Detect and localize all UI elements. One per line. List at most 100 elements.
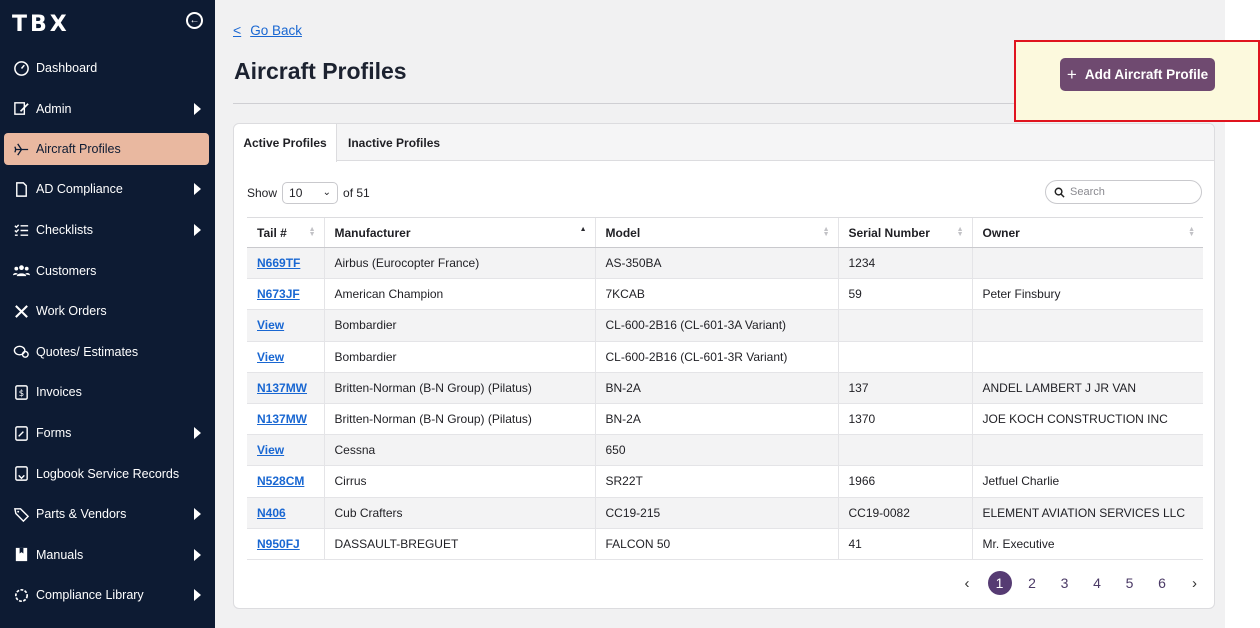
table-cell: BN-2A xyxy=(594,403,838,436)
sidebar-item-label: Work Orders xyxy=(36,304,107,319)
column-header-model[interactable]: Model ▲ ▼ xyxy=(594,217,838,248)
sidebar-item-compliance-library[interactable]: Compliance Library xyxy=(0,575,215,616)
table-cell: 1370 xyxy=(837,403,972,436)
table-row: N137MW Britten-Norman (B-N Group) (Pilatu… xyxy=(247,403,1203,436)
prev-page-button[interactable]: ‹ xyxy=(964,574,970,592)
sidebar-item-logbook-service-records[interactable]: Logbook Service Records xyxy=(0,453,215,494)
page-size-select[interactable]: 10 ⌄ xyxy=(282,182,339,204)
column-label: Manufacturer xyxy=(334,225,411,240)
table-cell: BN-2A xyxy=(594,372,838,404)
sidebar-item-label: Checklists xyxy=(36,223,93,238)
column-header-owner[interactable]: Owner ▲ ▼ xyxy=(971,217,1203,248)
table-cell xyxy=(837,434,972,467)
column-label: Tail # xyxy=(257,225,287,240)
table-row: View Bombardier CL-600-2B16 (CL-601-3R Var… xyxy=(247,341,1203,373)
manual-icon xyxy=(12,546,30,564)
search-input[interactable]: Search xyxy=(1045,180,1202,204)
tail-number-link[interactable]: N673JF xyxy=(257,287,300,302)
table-cell: CC19-215 xyxy=(594,497,838,529)
tail-number-link[interactable]: N137MW xyxy=(257,380,308,395)
tail-number-link[interactable]: N528CM xyxy=(257,474,305,489)
plus-icon: + xyxy=(1066,64,1077,84)
page-1-button[interactable]: 1 xyxy=(987,571,1012,595)
sidebar-item-customers[interactable]: Customers xyxy=(0,250,215,291)
sidebar-item-checklists[interactable]: Checklists xyxy=(0,210,215,251)
page-3-button[interactable]: 3 xyxy=(1060,575,1069,591)
invoice-icon: $ xyxy=(12,383,30,401)
table-cell: DASSAULT-BREGUET xyxy=(323,528,595,560)
tail-number-link[interactable]: N406 xyxy=(257,505,286,520)
table-row: View Cessna 650 xyxy=(247,434,1203,467)
table-cell: Cub Crafters xyxy=(323,497,595,529)
column-header-tail[interactable]: Tail # ▲ ▼ xyxy=(247,217,324,248)
page-4-button[interactable]: 4 xyxy=(1093,575,1101,591)
page-6-button[interactable]: 6 xyxy=(1158,575,1166,591)
tail-number-link[interactable]: N137MW xyxy=(257,412,308,427)
sidebar-item-manuals[interactable]: Manuals xyxy=(0,535,215,576)
caret-right-icon xyxy=(194,589,201,602)
column-label: Owner xyxy=(982,225,1020,240)
page-5-button[interactable]: 5 xyxy=(1125,575,1134,591)
table-cell: 41 xyxy=(837,528,972,560)
tag-icon xyxy=(12,505,30,523)
go-back-link[interactable]: < Go Back xyxy=(233,22,302,38)
sidebar-item-ad-compliance[interactable]: AD Compliance xyxy=(0,169,215,210)
next-page-button[interactable]: › xyxy=(1192,574,1197,592)
tools-icon xyxy=(12,302,30,320)
tail-number-link[interactable]: N669TF xyxy=(257,256,301,271)
collapse-sidebar-button[interactable]: ← xyxy=(186,12,203,29)
sidebar-item-label: Dashboard xyxy=(36,61,98,76)
arrow-left-icon: ← xyxy=(189,14,200,26)
sidebar-item-work-orders[interactable]: Work Orders xyxy=(0,291,215,332)
table-header-row: Tail # ▲ ▼ Manufacturer ▲ ▼ Model ▲ ▼ Serial N… xyxy=(247,217,1203,248)
table-cell: Mr. Executive xyxy=(971,528,1203,560)
table-cell: Cessna xyxy=(323,434,595,467)
table-cell: 7KCAB xyxy=(594,278,838,311)
pagination: ‹ 1 2 3 4 5 6 › xyxy=(955,571,1215,595)
table-cell: American Champion xyxy=(323,278,595,311)
view-link[interactable]: View xyxy=(257,443,285,458)
table-cell: 1966 xyxy=(837,465,972,498)
table-cell: 137 xyxy=(837,372,972,404)
sidebar-item-label: Aircraft Profiles xyxy=(36,142,121,157)
table-cell xyxy=(837,341,972,373)
sidebar-item-dashboard[interactable]: Dashboard xyxy=(0,48,215,89)
table-cell: Bombardier xyxy=(323,309,595,342)
table-row: N137MW Britten-Norman (B-N Group) (Pilatu… xyxy=(247,372,1203,404)
sidebar-item-label: Parts & Vendors xyxy=(36,507,127,522)
view-link[interactable]: View xyxy=(257,349,285,364)
sidebar-item-aircraft-profiles[interactable]: Aircraft Profiles xyxy=(4,133,209,166)
table-cell: N137MW xyxy=(247,403,324,436)
logbook-icon xyxy=(12,465,30,483)
tail-number-link[interactable]: N950FJ xyxy=(257,536,300,551)
sidebar-item-parts-vendors[interactable]: Parts & Vendors xyxy=(0,494,215,535)
table-cell: N950FJ xyxy=(247,528,324,560)
table-row: N669TF Airbus (Eurocopter France) AS-350BA… xyxy=(247,247,1203,280)
column-label: Model xyxy=(605,225,641,240)
table-cell: N137MW xyxy=(247,372,324,404)
table-cell xyxy=(837,309,972,342)
table-cell: Jetfuel Charlie xyxy=(971,465,1203,498)
tab-inactive-profiles[interactable]: Inactive Profiles xyxy=(348,135,441,150)
page-2-button[interactable]: 2 xyxy=(1028,575,1036,591)
column-header-serial[interactable]: Serial Number ▲ ▼ xyxy=(837,217,972,248)
column-header-manufacturer[interactable]: Manufacturer ▲ ▼ xyxy=(323,217,595,248)
checklist-icon xyxy=(12,221,30,239)
sidebar-item-label: AD Compliance xyxy=(36,182,123,197)
add-aircraft-profile-button[interactable]: + Add Aircraft Profile xyxy=(1060,58,1215,91)
sidebar-item-invoices[interactable]: $ Invoices xyxy=(0,372,215,413)
table-cell: ELEMENT AVIATION SERVICES LLC xyxy=(971,497,1203,529)
sidebar-item-forms[interactable]: Forms xyxy=(0,413,215,454)
gear-icon xyxy=(12,586,30,604)
view-link[interactable]: View xyxy=(257,318,285,333)
sidebar-item-quotes-estimates[interactable]: Quotes/ Estimates xyxy=(0,332,215,373)
sidebar-item-label: Customers xyxy=(36,263,97,278)
quotes-icon xyxy=(12,343,30,361)
tab-active-profiles[interactable]: Active Profiles xyxy=(234,124,337,162)
dashboard-icon xyxy=(12,59,30,77)
tab-bar: Active Profiles Inactive Profiles xyxy=(234,124,1214,162)
sidebar-item-admin[interactable]: Admin xyxy=(0,89,215,130)
table-cell: 59 xyxy=(837,278,972,311)
caret-right-icon xyxy=(194,508,201,521)
sidebar-item-label: Manuals xyxy=(36,547,84,562)
